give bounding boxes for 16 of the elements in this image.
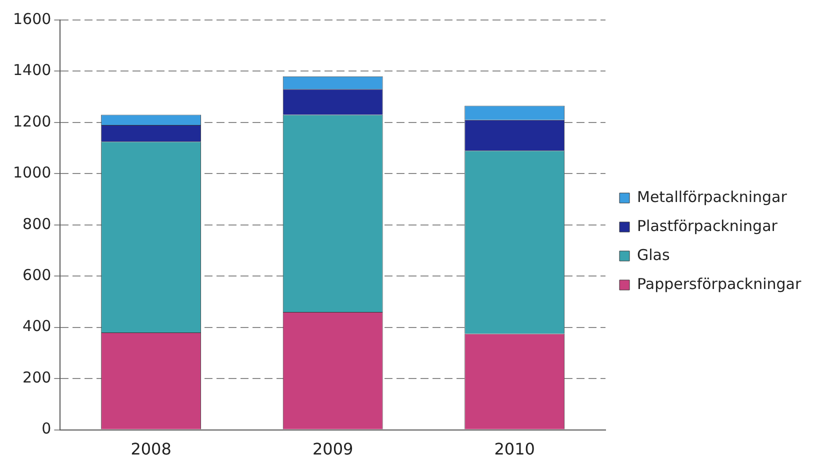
y-tick-label: 1000 [12, 164, 52, 182]
y-tick-label: 400 [22, 317, 52, 336]
x-tick-label: 2008 [130, 440, 172, 459]
y-tick-label: 0 [42, 420, 52, 438]
legend-label: Metallförpackningar [637, 188, 788, 206]
y-tick-label: 800 [22, 214, 52, 233]
y-tick-label: 1200 [12, 112, 52, 130]
legend-label: Glas [637, 246, 670, 264]
y-tick-label: 200 [22, 368, 52, 386]
y-tick-label: 600 [22, 266, 52, 284]
legend-label: Plastförpackningar [637, 216, 778, 235]
legend-label: Pappersförpackningar [637, 274, 802, 293]
x-tick-label: 2009 [312, 440, 354, 459]
y-tick-label: 1400 [12, 61, 52, 80]
x-tick-label: 2010 [494, 440, 535, 459]
y-tick-label: 1600 [12, 10, 52, 28]
